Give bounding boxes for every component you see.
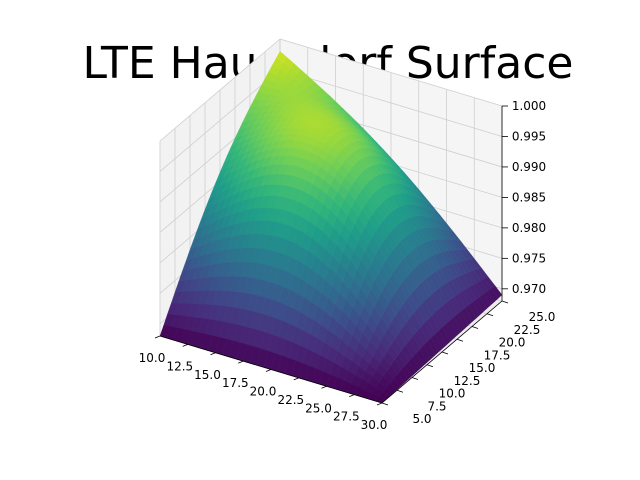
- y-tick-mark: [426, 364, 434, 368]
- x-tick-label: 20.0: [250, 385, 277, 399]
- tick-labels: 10.012.515.017.520.022.525.027.530.0 5.07…: [139, 99, 556, 432]
- surface-mesh: [159, 50, 503, 404]
- y-tick-label: 10.0: [439, 387, 466, 401]
- z-tick-label: 0.990: [512, 160, 546, 174]
- y-tick-label: 5.0: [412, 412, 431, 426]
- x-tick-mark: [265, 369, 272, 372]
- y-tick-mark: [486, 313, 494, 317]
- x-tick-label: 25.0: [305, 401, 332, 415]
- x-tick-mark: [321, 385, 327, 389]
- x-tick-label: 17.5: [222, 376, 249, 390]
- grid-line-z-left: [159, 38, 281, 142]
- y-tick-label: 7.5: [427, 399, 446, 413]
- x-tick-label: 30.0: [361, 418, 388, 432]
- z-tick-label: 0.985: [512, 190, 546, 204]
- z-tick-label: 0.980: [512, 221, 546, 235]
- z-tick-label: 0.970: [512, 282, 546, 296]
- y-tick-mark: [456, 338, 464, 342]
- z-tick-label: 0.975: [512, 251, 546, 265]
- y-tick-label: 22.5: [514, 323, 541, 337]
- y-tick-label: 12.5: [454, 374, 481, 388]
- x-tick-label: 15.0: [194, 368, 221, 382]
- y-tick-label: 15.0: [469, 361, 496, 375]
- z-tick-label: 1.000: [512, 99, 546, 113]
- y-tick-label: 20.0: [499, 336, 526, 350]
- x-tick-mark: [376, 402, 383, 406]
- x-tick-label: 27.5: [333, 410, 360, 424]
- y-tick-mark: [381, 402, 389, 406]
- y-tick-label: 17.5: [484, 348, 511, 362]
- x-tick-label: 12.5: [166, 359, 193, 373]
- x-tick-mark: [182, 344, 188, 347]
- x-tick-mark: [154, 335, 161, 339]
- y-tick-mark: [501, 300, 509, 304]
- y-tick-mark: [396, 389, 404, 393]
- x-tick-mark: [210, 352, 216, 356]
- x-tick-label: 22.5: [277, 393, 304, 407]
- z-tick-label: 0.995: [512, 130, 546, 144]
- y-tick-mark: [471, 326, 479, 329]
- grid-line-z-left: [159, 69, 281, 172]
- x-tick-mark: [349, 394, 355, 397]
- grid-line-z-back: [279, 38, 503, 107]
- y-tick-label: 25.0: [529, 310, 556, 324]
- y-tick-mark: [441, 351, 449, 355]
- grid-line-z-back: [279, 69, 503, 137]
- x-tick-label: 10.0: [139, 351, 166, 365]
- x-tick-mark: [293, 377, 299, 381]
- x-tick-mark: [238, 360, 244, 364]
- y-tick-mark: [411, 377, 419, 380]
